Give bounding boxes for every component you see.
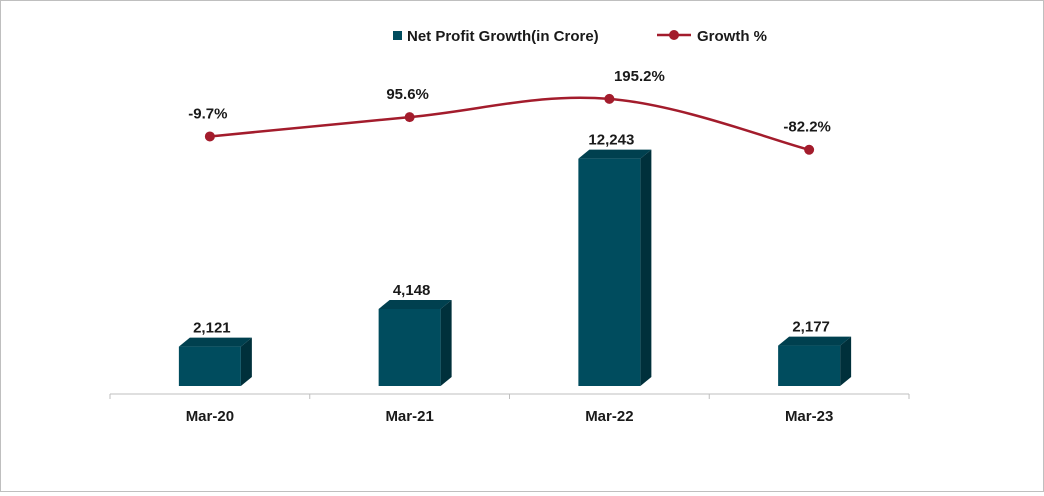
bar-side: [840, 336, 852, 386]
bar-series: 2,121 4,148 12,243 2,177: [178, 132, 852, 386]
bar-value-label: 2,177: [792, 319, 830, 336]
bar-mar-23: [778, 336, 852, 386]
legend: Net Profit Growth(in Crore) Growth %: [393, 28, 767, 45]
bar-top: [578, 149, 652, 159]
bar-front: [378, 308, 441, 386]
x-tick-label: Mar-22: [585, 408, 633, 425]
legend-label-line: Growth %: [697, 28, 767, 45]
x-tick-label: Mar-21: [385, 408, 433, 425]
line-series: -9.7% 95.6% 195.2% -82.2%: [188, 68, 831, 155]
bar-mar-22: [578, 149, 652, 386]
bar-top: [178, 337, 252, 347]
growth-point-mar-23: [804, 144, 815, 155]
bar-mar-21: [378, 299, 452, 386]
legend-label-bar: Net Profit Growth(in Crore): [407, 28, 599, 45]
growth-point-mar-20: [204, 131, 215, 142]
growth-point-mar-22: [604, 93, 615, 104]
bar-value-label: 12,243: [588, 132, 634, 149]
bar-side: [240, 337, 252, 386]
x-tick-label: Mar-20: [186, 408, 234, 425]
legend-swatch-marker: [669, 30, 679, 40]
bar-value-label: 2,121: [193, 320, 231, 337]
growth-point-mar-21: [404, 112, 415, 123]
bar-side: [440, 299, 452, 386]
bar-front: [778, 345, 841, 386]
growth-line: [209, 96, 810, 151]
bar-front: [178, 346, 241, 386]
growth-value-label: -9.7%: [188, 105, 227, 122]
bar-top: [378, 299, 452, 309]
bar-mar-20: [178, 337, 252, 386]
bar-value-label: 4,148: [393, 282, 431, 299]
legend-swatch-bar: [393, 31, 402, 40]
bar-top: [778, 336, 852, 346]
bar-side: [640, 149, 652, 386]
growth-value-label: 195.2%: [614, 68, 665, 85]
bar-front: [578, 158, 641, 386]
x-axis: Mar-20 Mar-21 Mar-22 Mar-23: [109, 393, 910, 425]
growth-value-label: 95.6%: [386, 86, 429, 103]
growth-value-label: -82.2%: [783, 119, 831, 136]
x-tick-label: Mar-23: [785, 408, 833, 425]
